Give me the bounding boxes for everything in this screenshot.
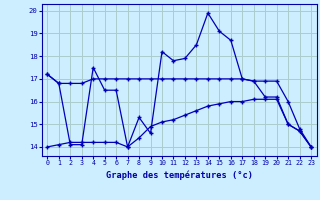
X-axis label: Graphe des températures (°c): Graphe des températures (°c) [106, 170, 253, 180]
